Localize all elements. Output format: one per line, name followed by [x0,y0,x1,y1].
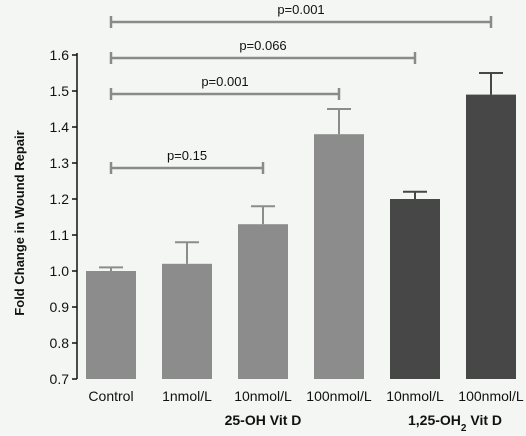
y-tick-label: 1.5 [50,83,70,99]
bar [466,94,516,379]
x-tick-label: 1nmol/L [162,388,212,404]
y-axis-label: Fold Change in Wound Repair [12,130,27,315]
bar [390,199,440,379]
bar [314,134,364,379]
y-tick-label: 0.8 [50,335,70,351]
group-label: 25-OH Vit D [225,412,302,428]
bar [86,271,136,379]
y-tick-label: 1.2 [50,191,70,207]
x-tick-label: 100nmol/L [306,388,372,404]
p-value-label: p=0.001 [277,2,324,17]
y-tick-label: 1.6 [50,47,70,63]
x-tick-label: 10nmol/L [386,388,444,404]
x-tick-label: 100nmol/L [458,388,524,404]
p-value-label: p=0.15 [167,148,207,163]
y-tick-label: 1.1 [50,227,70,243]
p-value-label: p=0.066 [239,38,286,53]
x-tick-label: Control [88,388,133,404]
p-value-label: p=0.001 [201,74,248,89]
x-tick-label: 10nmol/L [234,388,292,404]
bar [238,224,288,379]
bar [162,263,212,379]
y-tick-label: 1.3 [50,155,70,171]
y-tick-label: 0.9 [50,299,70,315]
y-tick-label: 0.7 [50,371,70,387]
group-label: 1,25-OH2 Vit D [408,412,502,431]
y-tick-label: 1.0 [50,263,70,279]
y-tick-label: 1.4 [50,119,70,135]
